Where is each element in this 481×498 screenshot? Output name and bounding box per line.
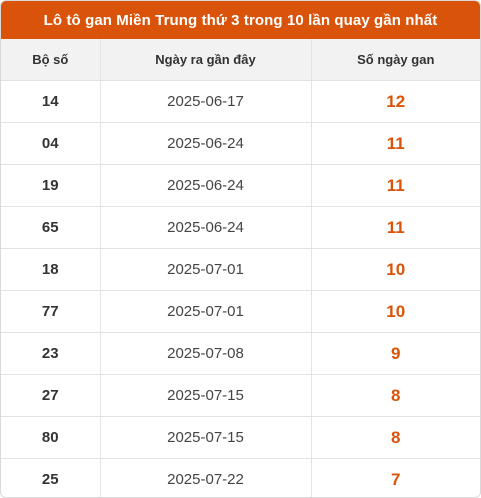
table-row: 25 2025-07-22 7 [1,458,480,497]
table-row: 23 2025-07-08 9 [1,332,480,375]
cell-number: 04 [1,122,101,165]
table-title: Lô tô gan Miền Trung thứ 3 trong 10 lần … [1,1,480,39]
cell-date: 2025-07-08 [100,332,312,375]
lo-gan-table: Bộ số Ngày ra gần đây Số ngày gan 14 202… [1,39,480,497]
cell-date: 2025-06-24 [100,206,312,249]
cell-gan-days: 11 [311,164,480,207]
cell-number: 23 [1,332,101,375]
cell-date: 2025-06-24 [100,122,312,165]
table-row: 77 2025-07-01 10 [1,290,480,333]
cell-gan-days: 9 [311,332,480,375]
table-header-row: Bộ số Ngày ra gần đây Số ngày gan [1,39,480,81]
cell-date: 2025-06-17 [100,80,312,123]
cell-gan-days: 11 [311,206,480,249]
column-header-number: Bộ số [1,39,101,81]
column-header-last-date: Ngày ra gần đây [100,39,312,81]
cell-gan-days: 8 [311,374,480,417]
cell-number: 65 [1,206,101,249]
cell-gan-days: 11 [311,122,480,165]
table-row: 14 2025-06-17 12 [1,80,480,123]
table-row: 65 2025-06-24 11 [1,206,480,249]
cell-gan-days: 10 [311,248,480,291]
cell-number: 25 [1,458,101,497]
cell-number: 80 [1,416,101,459]
cell-gan-days: 8 [311,416,480,459]
table-row: 80 2025-07-15 8 [1,416,480,459]
cell-gan-days: 12 [311,80,480,123]
table-row: 18 2025-07-01 10 [1,248,480,291]
cell-gan-days: 7 [391,469,401,489]
cell-date: 2025-06-24 [100,164,312,207]
cell-number: 14 [1,80,101,123]
table-row: 19 2025-06-24 11 [1,164,480,207]
cell-number: 27 [1,374,101,417]
cell-number: 77 [1,290,101,333]
table-row: 04 2025-06-24 11 [1,122,480,165]
cell-date: 2025-07-01 [100,290,312,333]
column-header-gan-days: Số ngày gan [311,39,480,81]
table-row: 27 2025-07-15 8 [1,374,480,417]
cell-number: 18 [1,248,101,291]
cell-date: 2025-07-22 [100,458,312,497]
cell-date: 2025-07-15 [100,374,312,417]
cell-date: 2025-07-01 [100,248,312,291]
cell-number: 19 [1,164,101,207]
cell-gan-days: 10 [311,290,480,333]
cell-date: 2025-07-15 [100,416,312,459]
